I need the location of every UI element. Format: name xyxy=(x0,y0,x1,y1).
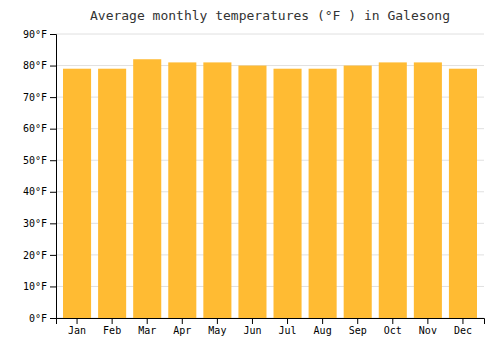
tick: 30°F xyxy=(23,218,56,229)
tick: 0°F xyxy=(29,313,56,324)
plot: 0°F 10°F 20°F 30°F 40°F 50°F 60°F 70°F 80°F 90°F J… xyxy=(23,29,485,336)
tick-mark xyxy=(322,318,323,324)
tick: 90°F xyxy=(23,29,56,40)
tick-mark xyxy=(77,318,78,324)
tick-label: 0°F xyxy=(29,313,47,324)
tick: Jun xyxy=(243,318,261,336)
tick-label: 60°F xyxy=(23,123,47,134)
tick-label: 80°F xyxy=(23,60,47,71)
bar xyxy=(203,62,231,318)
tick-label: 30°F xyxy=(23,218,47,229)
tick-label: Jan xyxy=(68,325,86,336)
tick-mark xyxy=(427,318,428,324)
tick-label: Sep xyxy=(349,325,367,336)
tick-mark xyxy=(50,192,56,193)
tick: Apr xyxy=(173,318,191,336)
tick-label: Apr xyxy=(173,325,191,336)
tick-label: 90°F xyxy=(23,29,47,40)
tick-mark xyxy=(50,160,56,161)
tick-mark xyxy=(392,318,393,324)
bar xyxy=(98,69,126,318)
bars xyxy=(63,59,477,318)
tick-label: Jun xyxy=(243,325,261,336)
y-axis: 0°F 10°F 20°F 30°F 40°F 50°F 60°F 70°F 80°F 90°F xyxy=(23,29,57,324)
bar xyxy=(63,69,91,318)
tick-mark xyxy=(50,286,56,287)
tick: 50°F xyxy=(23,155,56,166)
tick-mark xyxy=(50,223,56,224)
tick-mark xyxy=(147,318,148,324)
tick: Sep xyxy=(349,318,367,336)
tick: 40°F xyxy=(23,186,56,197)
tick-label: May xyxy=(208,325,226,336)
tick-mark xyxy=(50,129,56,130)
tick-mark xyxy=(287,318,288,324)
tick: Mar xyxy=(138,318,156,336)
tick-mark xyxy=(50,318,56,319)
tick-mark xyxy=(357,318,358,324)
axis-line xyxy=(50,35,57,319)
bar xyxy=(344,66,372,318)
tick: Nov xyxy=(419,318,437,336)
bar xyxy=(309,69,337,318)
bar xyxy=(168,62,196,318)
bar xyxy=(274,69,302,318)
chart: 0°F 10°F 20°F 30°F 40°F 50°F 60°F 70°F 80°F 90°F J… xyxy=(0,0,500,350)
tick-label: Mar xyxy=(138,325,156,336)
tick: Jan xyxy=(68,318,86,336)
tick-label: 40°F xyxy=(23,186,47,197)
bar xyxy=(449,69,477,318)
tick-label: 50°F xyxy=(23,155,47,166)
tick-label: 20°F xyxy=(23,250,47,261)
tick-mark xyxy=(50,255,56,256)
tick-label: Dec xyxy=(454,325,472,336)
tick-mark xyxy=(50,66,56,67)
tick: 10°F xyxy=(23,281,56,292)
tick-mark xyxy=(217,318,218,324)
title: Average monthly temperatures (°F ) in Ga… xyxy=(90,8,450,23)
tick: Dec xyxy=(454,318,472,336)
tick: Oct xyxy=(384,318,402,336)
tick-label: 70°F xyxy=(23,92,47,103)
tick-label: Jul xyxy=(279,325,297,336)
tick: 20°F xyxy=(23,250,56,261)
tick-mark xyxy=(112,318,113,324)
tick-label: Feb xyxy=(103,325,121,336)
tick-mark xyxy=(50,34,56,35)
tick-label: Nov xyxy=(419,325,437,336)
x-axis: Jan Feb Mar Apr May Jun Jul Aug Sep Oct Nov Dec xyxy=(57,318,485,336)
grid xyxy=(56,34,484,318)
grid-line xyxy=(56,34,484,35)
tick: 60°F xyxy=(23,123,56,134)
bar xyxy=(414,62,442,318)
tick-mark xyxy=(252,318,253,324)
tick: Jul xyxy=(279,318,297,336)
tick-mark xyxy=(462,318,463,324)
tick: May xyxy=(208,318,226,336)
tick: Aug xyxy=(314,318,332,336)
bar xyxy=(133,59,161,318)
bar xyxy=(238,66,266,318)
tick: 70°F xyxy=(23,92,56,103)
tick-mark xyxy=(182,318,183,324)
bar xyxy=(379,62,407,318)
tick: Feb xyxy=(103,318,121,336)
tick: 80°F xyxy=(23,60,56,71)
tick-label: 10°F xyxy=(23,281,47,292)
tick-mark xyxy=(50,97,56,98)
tick-label: Aug xyxy=(314,325,332,336)
axis-line xyxy=(57,319,485,325)
tick-label: Oct xyxy=(384,325,402,336)
